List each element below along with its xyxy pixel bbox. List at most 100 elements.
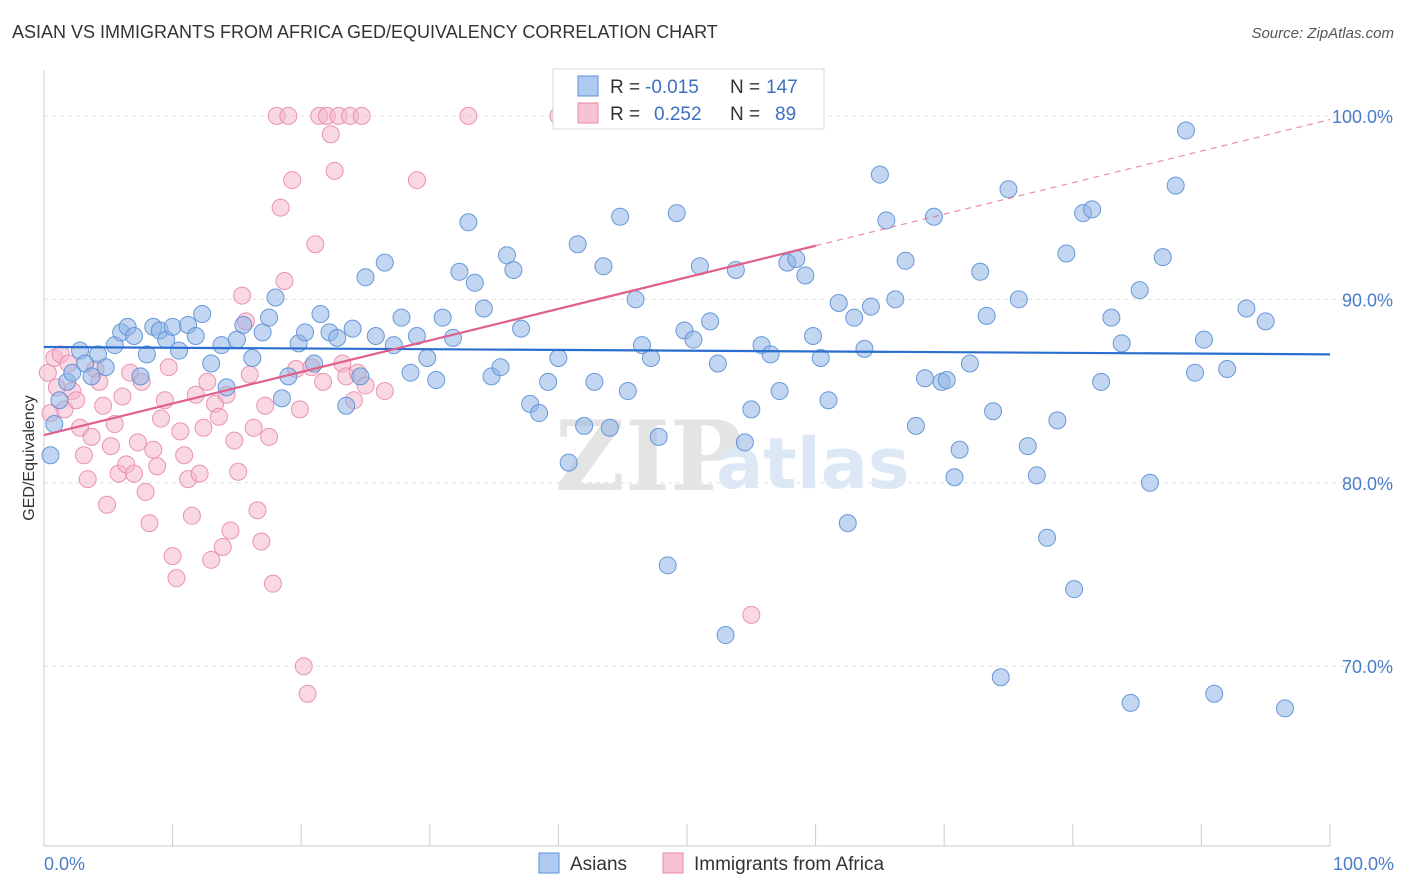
point-africa-68: [298, 684, 317, 703]
point-africa-15: [94, 396, 113, 415]
gridlines: [44, 115, 1394, 667]
legend-n-value-asians: 147: [766, 77, 798, 98]
point-asians-114: [945, 468, 964, 487]
point-asians-38: [311, 304, 330, 323]
point-africa-48: [221, 521, 240, 540]
chart-title: ASIAN VS IMMIGRANTS FROM AFRICA GED/EQUI…: [12, 22, 718, 42]
point-asians-54: [443, 328, 462, 347]
point-asians-13: [125, 327, 144, 346]
point-asians-56: [459, 213, 478, 232]
point-asians-106: [877, 211, 896, 230]
point-africa-36: [175, 446, 194, 465]
point-asians-102: [845, 308, 864, 327]
point-africa-24: [128, 433, 147, 452]
point-asians-71: [585, 372, 604, 391]
point-africa-41: [194, 418, 213, 437]
point-asians-31: [260, 308, 279, 327]
point-africa-64: [283, 171, 302, 190]
point-africa-49: [225, 431, 244, 450]
point-asians-53: [433, 308, 452, 327]
point-africa-30: [152, 409, 171, 428]
point-asians-109: [906, 416, 925, 435]
point-asians-105: [870, 165, 889, 184]
point-asians-107: [886, 290, 905, 309]
point-africa-88: [742, 605, 761, 624]
point-asians-66: [539, 372, 558, 391]
point-africa-32: [159, 358, 178, 377]
point-asians-85: [701, 312, 720, 331]
point-asians-0: [41, 446, 60, 465]
point-asians-115: [950, 440, 969, 459]
point-asians-4: [63, 363, 82, 382]
point-asians-36: [296, 323, 315, 342]
x-ticks: [43, 824, 1331, 846]
point-asians-29: [243, 349, 262, 368]
point-asians-7: [82, 367, 101, 386]
point-asians-78: [641, 349, 660, 368]
point-asians-2: [50, 391, 69, 410]
point-africa-33: [163, 547, 182, 566]
point-asians-127: [1057, 244, 1076, 263]
y-tick-label-2: 80.0%: [1342, 474, 1393, 494]
point-asians-131: [1092, 372, 1111, 391]
point-africa-53: [240, 365, 259, 384]
point-africa-12: [82, 427, 101, 446]
legend-r-label-asians: R =: [610, 77, 640, 98]
trendline-africa-solid: [43, 244, 816, 437]
point-asians-110: [915, 369, 934, 388]
point-asians-133: [1112, 334, 1131, 353]
point-asians-118: [977, 306, 996, 325]
point-asians-25: [212, 336, 231, 355]
point-africa-51: [233, 286, 252, 305]
point-asians-24: [202, 354, 221, 373]
point-asians-132: [1102, 308, 1121, 327]
legend-n-label-asians: N =: [730, 77, 760, 98]
point-asians-89: [735, 433, 754, 452]
trendline-asians: [43, 345, 1331, 356]
point-asians-32: [266, 288, 285, 307]
point-asians-42: [343, 319, 362, 338]
bottom-legend-label-asians: Asians: [570, 854, 627, 875]
point-asians-137: [1153, 248, 1172, 267]
point-africa-84: [375, 382, 394, 401]
point-africa-40: [190, 464, 209, 483]
point-asians-99: [819, 391, 838, 410]
point-asians-87: [716, 626, 735, 645]
point-asians-104: [861, 297, 880, 316]
bottom-legend-swatch-asians: [538, 852, 560, 874]
point-asians-136: [1140, 473, 1159, 492]
point-asians-125: [1038, 528, 1057, 547]
point-asians-138: [1166, 176, 1185, 195]
point-africa-63: [279, 106, 298, 125]
point-asians-117: [971, 262, 990, 281]
point-africa-55: [248, 501, 267, 520]
point-asians-113: [937, 371, 956, 390]
point-asians-22: [186, 327, 205, 346]
point-asians-49: [401, 363, 420, 382]
point-africa-46: [213, 537, 232, 556]
point-asians-98: [811, 349, 830, 368]
point-asians-55: [450, 262, 469, 281]
point-asians-14: [131, 367, 150, 386]
point-asians-100: [829, 293, 848, 312]
legend-r-label-africa: R =: [610, 104, 640, 125]
point-asians-83: [684, 330, 703, 349]
point-africa-74: [321, 125, 340, 144]
point-asians-63: [512, 319, 531, 338]
point-asians-69: [568, 235, 587, 254]
point-africa-8: [67, 391, 86, 410]
point-asians-45: [366, 327, 385, 346]
point-asians-130: [1083, 200, 1102, 219]
point-asians-135: [1130, 281, 1149, 300]
point-asians-139: [1176, 121, 1195, 140]
point-asians-40: [328, 328, 347, 347]
point-asians-65: [530, 404, 549, 423]
point-asians-97: [804, 327, 823, 346]
point-asians-52: [427, 371, 446, 390]
point-asians-122: [1009, 290, 1028, 309]
point-asians-15: [137, 345, 156, 364]
point-asians-20: [170, 341, 189, 360]
point-asians-143: [1218, 360, 1237, 379]
x-tick-label-max: 100.0%: [1333, 854, 1394, 874]
point-asians-28: [234, 315, 253, 334]
